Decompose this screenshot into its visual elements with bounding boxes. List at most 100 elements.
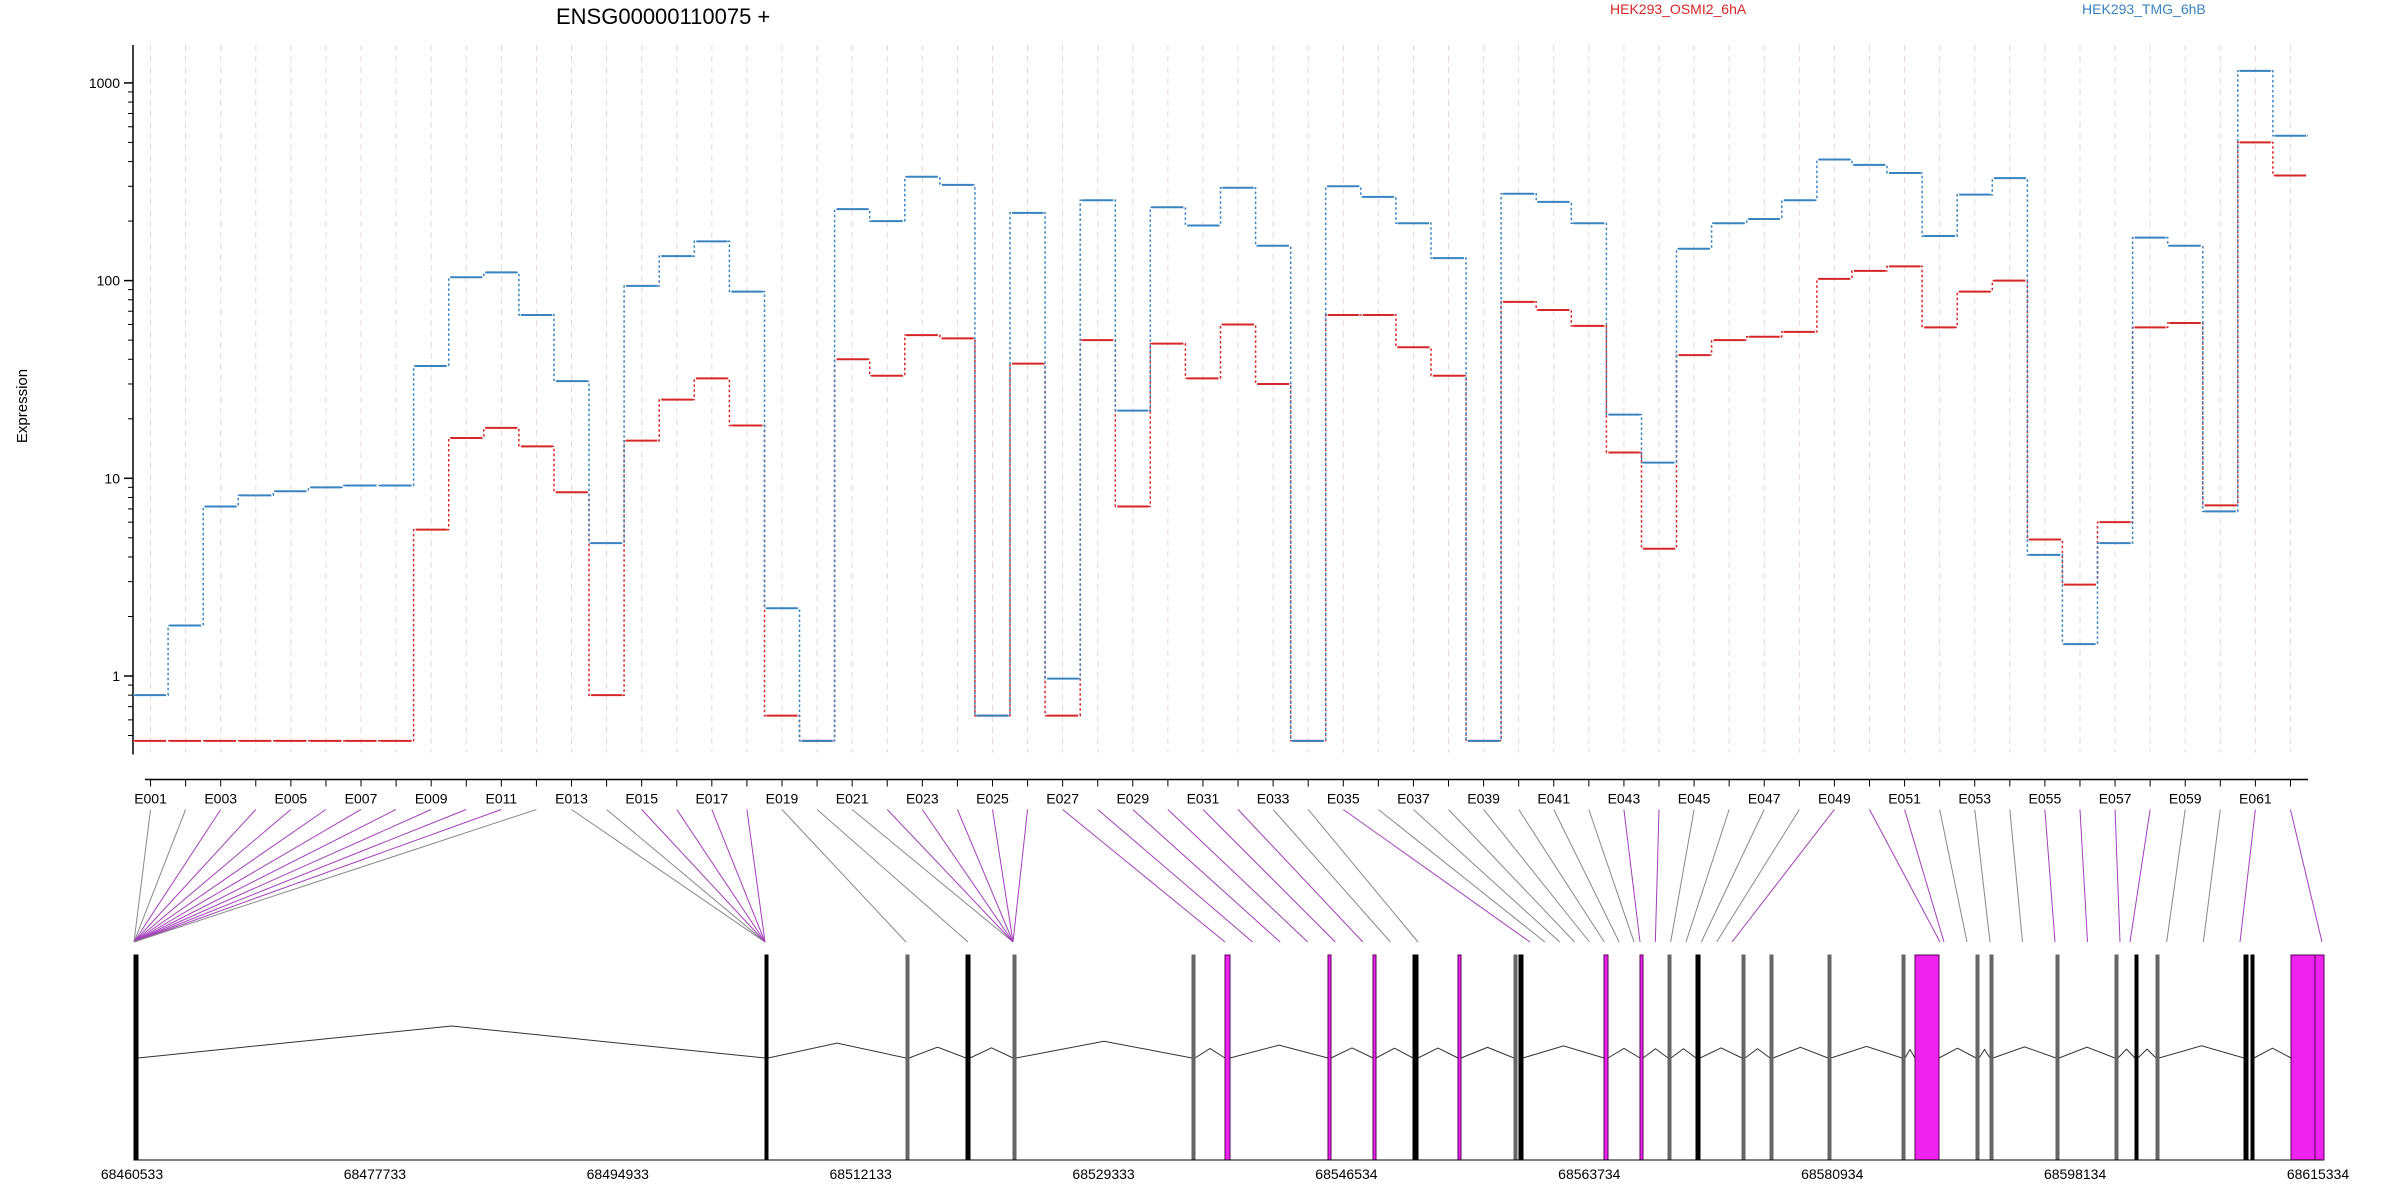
connector-e047 [1700, 809, 1765, 943]
connector-e025 [991, 809, 1014, 943]
exon-block [1989, 954, 1994, 1161]
x-tick-label: E047 [1748, 790, 1781, 806]
x-tick-label: E049 [1818, 790, 1851, 806]
exon-block [1667, 954, 1672, 1161]
connector-e050 [1869, 809, 1941, 943]
genomic-tick-label: 68477733 [344, 1166, 407, 1182]
legend-series-1: HEK293_OSMI2_6hA [1610, 1, 1747, 17]
connector-e054 [2009, 809, 2023, 943]
exon-block [1639, 954, 1644, 1161]
x-tick-label: E009 [415, 790, 448, 806]
connector-e051 [1904, 809, 1945, 943]
x-tick-label: E043 [1608, 790, 1641, 806]
x-tick-label: E019 [766, 790, 799, 806]
genomic-tick-label: 68598134 [2044, 1166, 2107, 1182]
series-2 [133, 69, 2308, 742]
x-tick-label: E003 [204, 790, 237, 806]
x-tick-label: E061 [2239, 790, 2272, 806]
connector-e034 [1307, 809, 1419, 943]
exon-block [905, 954, 910, 1161]
connector-e045 [1670, 809, 1695, 943]
x-tick-label: E025 [976, 790, 1009, 806]
connector-e020 [816, 809, 969, 943]
intron-line [1194, 1047, 1226, 1059]
intron-line [767, 1042, 907, 1059]
x-tick-label: E041 [1537, 790, 1570, 806]
connector-e056 [2079, 809, 2088, 943]
exon-block [965, 954, 971, 1161]
intron-line [2158, 1045, 2245, 1059]
y-axis-label: Expression [14, 369, 31, 443]
x-tick-label: E045 [1678, 790, 1711, 806]
intron-line [1229, 1044, 1329, 1059]
x-tick-label: E013 [555, 790, 588, 806]
intron-line [908, 1046, 967, 1059]
intron-line [1607, 1047, 1641, 1059]
genomic-tick-label: 68460533 [101, 1166, 164, 1182]
intron-line [969, 1047, 1014, 1059]
x-tick-label: E011 [486, 790, 518, 806]
series-line [133, 141, 2308, 742]
exon-block [133, 954, 139, 1161]
connector-e015 [641, 809, 766, 943]
connector-e060 [2202, 809, 2221, 943]
connector-e019 [781, 809, 907, 943]
intron-line [1699, 1047, 1743, 1059]
connector-e004 [133, 809, 257, 943]
connector-e018 [746, 809, 766, 943]
exon-block [1741, 954, 1746, 1161]
connector-e061 [2239, 809, 2256, 943]
intron-line [1904, 1048, 1916, 1059]
exon-block [1769, 954, 1774, 1161]
exon-block [2134, 954, 2139, 1161]
series-1 [133, 141, 2308, 742]
exon-block [764, 954, 769, 1161]
y-tick-label: 10 [104, 470, 120, 486]
intron-line [1417, 1047, 1459, 1059]
chart-title: ENSG00000110075 + [556, 4, 770, 29]
exon-block [2114, 954, 2119, 1161]
x-axis-exons: E001 E003 E005 E007 E009 E011 E013 E015 E017 E019… [134, 778, 2308, 806]
exon-block [1457, 954, 1462, 1161]
connector-e030 [1167, 809, 1309, 943]
x-tick-label: E057 [2099, 790, 2132, 806]
connector-e012 [133, 809, 537, 943]
connector-e042 [1588, 809, 1635, 943]
connector-e026 [1012, 809, 1029, 943]
connector-e014 [606, 809, 766, 943]
connector-e003 [133, 809, 222, 943]
exon-block [1372, 954, 1377, 1161]
x-tick-label: E035 [1327, 790, 1360, 806]
exon-block [2243, 954, 2249, 1161]
x-tick-label: E023 [906, 790, 939, 806]
genomic-tick-label: 68563734 [1558, 1166, 1621, 1182]
exon-block [1901, 954, 1906, 1161]
intron-line [1830, 1045, 1903, 1059]
gene-model [133, 954, 2325, 1161]
connector-e053 [1974, 809, 1991, 943]
connector-e057 [2114, 809, 2121, 943]
exon-block [2250, 954, 2255, 1161]
connector-e016 [676, 809, 766, 943]
connector-e007 [133, 809, 362, 943]
connector-e039 [1483, 809, 1590, 943]
connector-e038 [1448, 809, 1575, 943]
exon-block [1191, 954, 1196, 1161]
exon-block [2055, 954, 2060, 1161]
exon-block [1827, 954, 1832, 1161]
series-layer [133, 69, 2308, 742]
x-tick-label: E055 [2029, 790, 2062, 806]
intron-line [1522, 1045, 1605, 1059]
x-tick-label: E001 [134, 790, 167, 806]
connector-e010 [133, 809, 467, 943]
exon-connector-lines [133, 809, 2323, 943]
exon-block [2290, 954, 2316, 1161]
x-tick-label: E029 [1116, 790, 1149, 806]
x-tick-label: E039 [1467, 790, 1500, 806]
genomic-tick-label: 68494933 [587, 1166, 650, 1182]
series-line [133, 70, 2308, 742]
intron-line [2058, 1046, 2116, 1059]
y-tick-label: 100 [97, 273, 121, 289]
exon-block [2314, 954, 2325, 1161]
intron-line [1330, 1047, 1374, 1059]
